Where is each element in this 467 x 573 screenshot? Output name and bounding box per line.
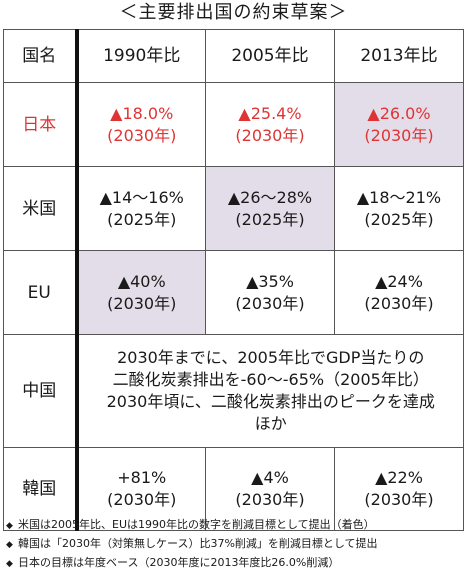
footnotes: ◆ 米国は2005年比、EUは1990年比の数字を削減目標として提出（着色） ◆ 韓… [6, 516, 466, 573]
table-cell-highlighted: ▲40% (2030年) [76, 250, 206, 335]
cell-year: (2030年) [107, 293, 177, 313]
cell-value: ▲25.4% [238, 103, 302, 123]
cell-year: (2025年) [107, 209, 177, 229]
cell-value: ▲35% [246, 271, 294, 291]
footnote-text: 日本の目標は年度ベース（2030年度に2013年度比26.0%削減） [18, 556, 340, 569]
header-1990: 1990年比 [76, 29, 206, 83]
text-line: ほか [254, 414, 287, 433]
table-row-china: 中国 2030年までに、2005年比でGDP当たりの 二酸化炭素排出を-60～-… [3, 334, 464, 448]
cell-year: (2030年) [364, 293, 434, 313]
table-header-row: 国名 1990年比 2005年比 2013年比 [3, 29, 464, 83]
table-cell: ▲24% (2030年) [334, 250, 464, 335]
cell-value: ▲22% [375, 468, 423, 487]
table-cell: ▲18～21% (2025年) [334, 166, 464, 251]
header-2005: 2005年比 [205, 29, 335, 83]
cell-year: (2030年) [107, 490, 177, 509]
table-cell: ▲14～16% (2025年) [76, 166, 206, 251]
cell-year: (2025年) [235, 209, 305, 229]
table-cell: +81% (2030年) [76, 447, 206, 531]
cell-year: (2030年) [235, 125, 305, 145]
cell-year: (2030年) [107, 125, 177, 145]
diamond-bullet-icon: ◆ [6, 559, 13, 569]
cell-year: (2030年) [235, 293, 305, 313]
table-cell-highlighted: ▲26.0% (2030年) [334, 82, 464, 167]
cell-value: ▲18.0% [110, 103, 174, 123]
footnote: ◆ 日本の目標は年度ベース（2030年度に2013年度比26.0%削減） [6, 554, 466, 573]
cell-year: (2030年) [364, 490, 434, 509]
country-label: 韓国 [3, 447, 79, 531]
cell-value: ▲4% [251, 468, 289, 487]
cell-value: ▲26.0% [367, 103, 431, 123]
cell-year: (2030年) [235, 490, 305, 509]
footnote: ◆ 韓国は「2030年（対策無しケース）比37%削減」を削減目標として提出 [6, 535, 466, 554]
cell-value: ▲14～16% [99, 187, 184, 207]
text-line: 2030年頃に、二酸化炭素排出のピークを達成 [106, 392, 435, 411]
table-cell: ▲25.4% (2030年) [205, 82, 335, 167]
text-line: 2030年までに、2005年比でGDP当たりの [117, 348, 425, 367]
header-country: 国名 [3, 29, 79, 83]
table-row-japan: 日本 ▲18.0% (2030年) ▲25.4% (2030年) ▲26.0% … [3, 82, 464, 167]
table-row-korea: 韓国 +81% (2030年) ▲4% (2030年) ▲22% (2030年) [3, 447, 464, 531]
table-cell: ▲22% (2030年) [334, 447, 464, 531]
diamond-bullet-icon: ◆ [6, 521, 13, 531]
cell-value: ▲18～21% [356, 187, 442, 207]
table-cell: ▲4% (2030年) [205, 447, 335, 531]
cell-value: ▲24% [375, 271, 423, 291]
country-label: EU [3, 250, 79, 335]
page-title: ＜主要排出国の約束草案＞ [119, 2, 348, 23]
table-row-usa: 米国 ▲14～16% (2025年) ▲26～28% (2025年) ▲18～2… [3, 166, 464, 251]
cell-year: (2030年) [364, 125, 434, 145]
diamond-bullet-icon: ◆ [6, 540, 13, 550]
country-label: 中国 [3, 334, 79, 448]
table-cell: ▲35% (2030年) [205, 250, 335, 335]
table-cell-highlighted: ▲26～28% (2025年) [205, 166, 335, 251]
cell-year: (2025年) [364, 209, 434, 229]
footnote-text: 米国は2005年比、EUは1990年比の数字を削減目標として提出（着色） [18, 518, 375, 531]
table-row-eu: EU ▲40% (2030年) ▲35% (2030年) ▲24% (2030年… [3, 250, 464, 335]
targets-table: 国名 1990年比 2005年比 2013年比 日本 ▲18.0% (2030年… [3, 29, 464, 531]
cell-value: ▲40% [117, 271, 166, 291]
country-label: 米国 [3, 166, 79, 251]
cell-value: +81% [117, 468, 167, 487]
cell-value: ▲26～28% [227, 187, 313, 207]
table-cell: ▲18.0% (2030年) [76, 82, 206, 167]
footnote-text: 韓国は「2030年（対策無しケース）比37%削減」を削減目標として提出 [18, 537, 378, 550]
china-target-text: 2030年までに、2005年比でGDP当たりの 二酸化炭素排出を-60～-65%… [76, 334, 464, 448]
footnote: ◆ 米国は2005年比、EUは1990年比の数字を削減目標として提出（着色） [6, 516, 466, 535]
text-line: 二酸化炭素排出を-60～-65%（2005年比） [112, 370, 429, 389]
country-label: 日本 [3, 82, 79, 167]
header-2013: 2013年比 [334, 29, 464, 83]
